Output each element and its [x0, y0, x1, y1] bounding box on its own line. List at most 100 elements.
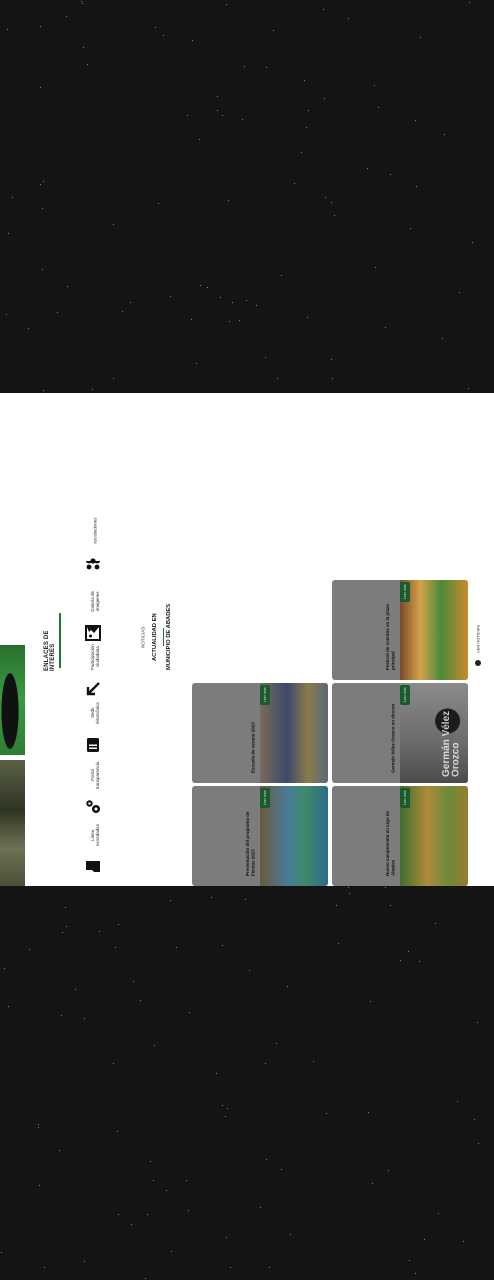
star-speck [44, 1267, 45, 1268]
star-speck [265, 1063, 266, 1064]
star-speck [226, 1237, 227, 1238]
read-more-button[interactable]: Leer más [260, 788, 270, 808]
quick-link-transparencia[interactable]: Portal transparencia [68, 760, 122, 816]
star-speck [222, 945, 223, 946]
star-speck [307, 317, 308, 318]
star-speck [332, 378, 333, 379]
quick-link-galeria[interactable]: Galería de imágenes [68, 586, 122, 642]
quick-link-novedades[interactable]: Línea novedades [68, 820, 122, 876]
star-speck [192, 40, 193, 41]
star-speck [171, 1251, 172, 1252]
bullet-icon [475, 660, 481, 666]
star-speck [385, 887, 386, 888]
star-speck [249, 970, 250, 971]
star-speck [122, 311, 123, 312]
star-speck [43, 181, 44, 182]
star-speck [313, 1061, 314, 1062]
star-speck [244, 66, 245, 67]
star-speck [158, 203, 159, 204]
star-speck [334, 215, 335, 216]
news-card-image [260, 786, 328, 886]
star-speck [463, 1241, 464, 1242]
star-speck [82, 3, 83, 4]
star-speck [232, 302, 233, 303]
star-speck [378, 107, 379, 108]
star-speck [220, 297, 221, 298]
star-speck [118, 924, 119, 925]
star-speck [211, 897, 212, 898]
news-card[interactable]: Nuevo campeonato en Liga de Abades Leer … [332, 786, 468, 886]
read-more-button[interactable]: Leer más [260, 685, 270, 705]
news-card[interactable]: Festival de cuentos en la plaza principa… [332, 580, 468, 680]
star-speck [290, 1234, 291, 1235]
read-more-button[interactable]: Leer más [400, 582, 410, 602]
news-card-image [400, 786, 468, 886]
star-speck [444, 134, 445, 135]
star-speck [200, 285, 201, 286]
star-speck [39, 1185, 40, 1186]
quick-link-label: Línea novedades [89, 823, 100, 847]
star-speck [115, 947, 116, 948]
star-speck [260, 1207, 261, 1208]
quick-link-sede[interactable]: Sede electrónica [68, 698, 122, 754]
news-card-image [400, 580, 468, 680]
star-speck [228, 200, 229, 201]
quick-link-asociaciones[interactable]: Asociaciones [68, 516, 122, 572]
view-all-news-button[interactable]: VER NOTICIAS [470, 620, 484, 666]
star-speck [435, 923, 436, 924]
star-speck [331, 359, 332, 360]
title-accent-bar [59, 613, 61, 668]
news-card-image: Germán Vélez Orozco [400, 683, 468, 783]
group-icon [86, 558, 100, 570]
quick-link-participacion[interactable]: Participación ciudadana [68, 642, 122, 698]
star-speck [256, 305, 257, 306]
star-speck [225, 1116, 226, 1117]
star-speck [43, 390, 44, 391]
star-speck [199, 139, 200, 140]
star-speck [1, 1252, 2, 1253]
gears-icon [86, 800, 100, 813]
star-speck [415, 1273, 416, 1274]
star-speck [42, 208, 43, 209]
star-speck [153, 1180, 154, 1181]
star-speck [372, 1183, 373, 1184]
news-card-image [260, 683, 328, 783]
news-card[interactable]: Escuela de verano 2023 Leer más [192, 683, 328, 783]
star-speck [38, 1124, 39, 1125]
news-card-title: Germán Vélez Orozco en directo [390, 703, 396, 773]
photo-group-players [0, 760, 25, 886]
star-speck [62, 932, 63, 933]
star-speck [226, 4, 227, 5]
news-card-title: Escuela de verano 2023 [250, 722, 256, 773]
star-speck [66, 16, 67, 17]
star-speck [308, 110, 309, 111]
star-speck [374, 85, 375, 86]
star-speck [477, 1022, 478, 1023]
star-speck [324, 98, 325, 99]
star-speck [474, 1119, 475, 1120]
read-more-button[interactable]: Leer más [400, 685, 410, 705]
star-speck [92, 389, 93, 390]
news-card[interactable]: Presentación del programa de Fiestas 202… [192, 786, 328, 886]
rotated-page: ENLACES DE INTERÉS Línea novedades Porta… [0, 393, 494, 886]
news-card[interactable]: Germán Vélez Orozco Germán Vélez Orozco … [332, 683, 468, 783]
news-heading: MUNICIPIO DE ABADES ACTUALIDAD EN NOTICI… [136, 600, 176, 674]
view-all-news-label: VER NOTICIAS [475, 624, 481, 654]
star-speck [189, 1012, 190, 1013]
news-heading-line1: MUNICIPIO DE ABADES [166, 603, 172, 671]
star-speck [61, 1015, 62, 1016]
read-more-button[interactable]: Leer más [400, 788, 410, 808]
star-speck [7, 29, 8, 30]
star-speck [8, 233, 9, 234]
star-speck [420, 37, 421, 38]
star-speck [326, 1113, 327, 1114]
star-speck [349, 893, 350, 894]
star-speck [117, 1131, 118, 1132]
star-speck [113, 224, 114, 225]
star-speck [216, 1073, 217, 1074]
star-speck [84, 1261, 85, 1262]
star-speck [438, 1213, 439, 1214]
star-speck [147, 1214, 148, 1215]
star-speck [4, 968, 5, 969]
star-speck [266, 67, 267, 68]
